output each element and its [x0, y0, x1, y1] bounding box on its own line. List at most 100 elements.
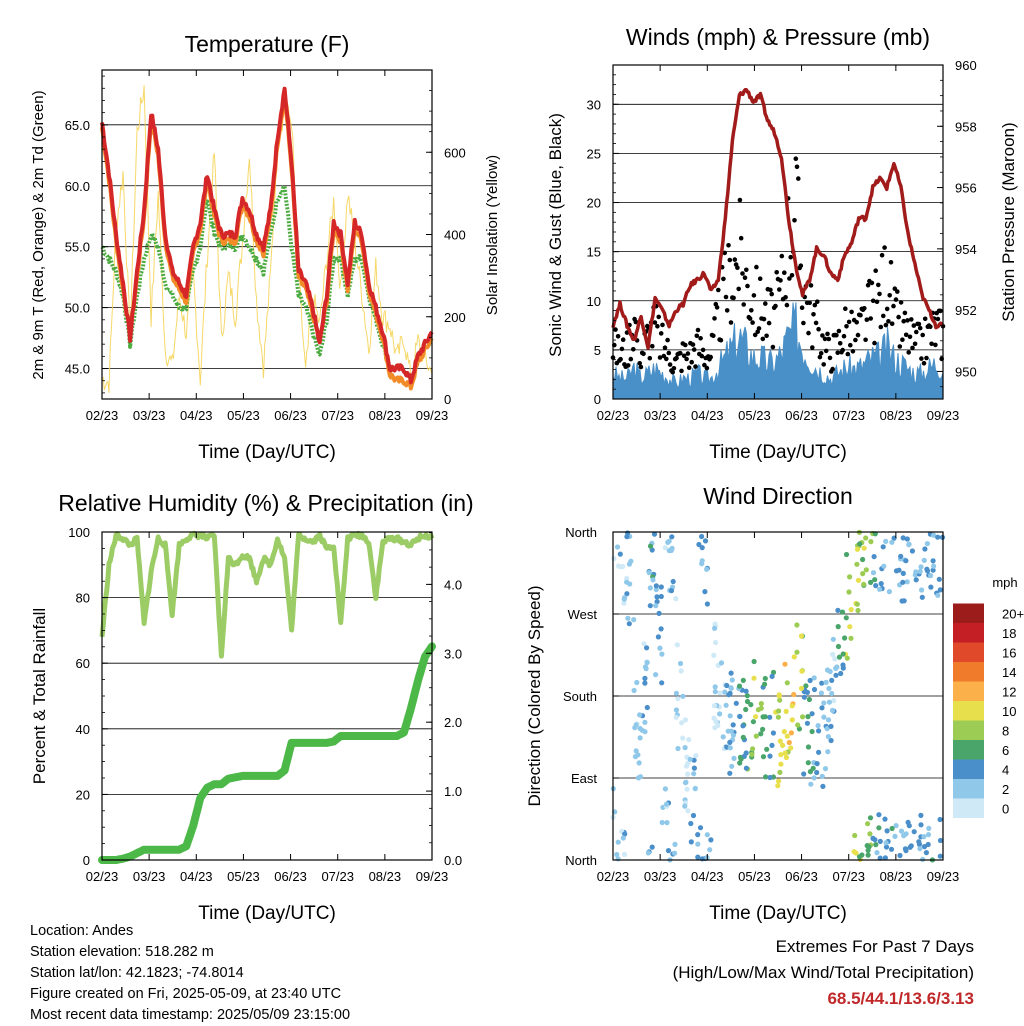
- gust-point: [836, 328, 842, 334]
- direction-point: [865, 821, 871, 827]
- gust-point: [896, 314, 901, 320]
- gust-point: [818, 351, 824, 356]
- direction-point: [906, 542, 912, 548]
- direction-point: [651, 531, 658, 537]
- gust-point: [844, 324, 849, 329]
- direction-point: [670, 578, 676, 585]
- direction-point: [892, 833, 898, 840]
- direction-point: [893, 823, 899, 829]
- x-tick-label: 05/23: [227, 869, 260, 884]
- gust-point: [910, 345, 915, 351]
- direction-point: [789, 717, 795, 723]
- direction-point: [794, 649, 800, 655]
- x-tick-label: 04/23: [691, 408, 724, 423]
- direction-point: [855, 607, 861, 614]
- direction-point: [877, 586, 883, 592]
- x-tick-label: 05/23: [738, 408, 771, 423]
- direction-point: [767, 774, 773, 781]
- direction-point: [615, 839, 621, 845]
- gust-point: [864, 317, 870, 323]
- gust-point: [801, 320, 806, 326]
- direction-point: [918, 822, 924, 828]
- gust-point: [916, 321, 922, 327]
- gust-point: [678, 350, 683, 356]
- gust-point: [888, 260, 894, 265]
- gust-point: [874, 299, 880, 305]
- gust-point: [631, 347, 636, 352]
- direction-point: [865, 852, 871, 858]
- direction-point: [776, 693, 782, 699]
- direction-point: [788, 730, 795, 736]
- colorbar-label: 16: [1002, 645, 1016, 660]
- direction-point: [729, 677, 735, 683]
- gust-point: [752, 332, 758, 338]
- gust-point: [868, 316, 873, 321]
- direction-point: [653, 583, 659, 589]
- direction-point: [804, 720, 811, 726]
- direction-point: [935, 534, 941, 540]
- gust-point: [757, 276, 763, 282]
- gust-point: [920, 332, 925, 338]
- colorbar-label: 10: [1002, 704, 1016, 719]
- gust-point: [766, 320, 772, 326]
- y2-tick-label: 952: [955, 303, 977, 318]
- direction-point: [898, 828, 905, 834]
- gust-point: [812, 302, 818, 308]
- gust-point: [641, 351, 646, 357]
- x-tick-label: 09/23: [927, 408, 960, 423]
- gust-point: [843, 306, 848, 312]
- gust-point: [773, 303, 778, 309]
- direction-point: [728, 670, 734, 676]
- direction-point: [881, 563, 887, 569]
- y-tick-label: 45.0: [65, 362, 90, 377]
- gust-point: [884, 306, 890, 312]
- gust-point: [929, 341, 934, 347]
- y2-tick-label: 4.0: [444, 577, 462, 592]
- y-tick-label: 0: [594, 392, 601, 407]
- direction-point: [669, 534, 675, 540]
- gust-point: [917, 325, 923, 331]
- y2-tick-label: 956: [955, 181, 977, 196]
- direction-point: [729, 763, 735, 769]
- direction-point: [662, 786, 669, 792]
- colorbar-label: 18: [1002, 626, 1016, 641]
- direction-point: [702, 538, 709, 544]
- gust-point: [854, 320, 859, 325]
- direction-point: [682, 803, 688, 809]
- gust-point: [830, 366, 835, 372]
- gust-point: [826, 336, 832, 342]
- temperature-ylabel-right: Solar Insolation (Yellow): [484, 155, 501, 315]
- gust-point: [855, 332, 861, 338]
- direction-point: [647, 543, 654, 549]
- extremes-title: Extremes For Past 7 Days: [775, 937, 974, 956]
- direction-point: [917, 846, 923, 852]
- created-text: Figure created on Fri, 2025-05-09, at 23…: [30, 986, 342, 1002]
- gust-point: [674, 355, 679, 361]
- direction-point: [686, 737, 692, 743]
- direction-point: [876, 812, 882, 818]
- direction-point: [733, 700, 739, 706]
- x-tick-label: 07/23: [321, 869, 354, 884]
- y-tick-label: 10: [587, 294, 601, 309]
- direction-point: [868, 579, 874, 586]
- temperature-panel: Temperature (F) 45.0 50.0 55.0 60.0 65.0 0 200…: [30, 31, 501, 463]
- direction-point: [855, 577, 862, 583]
- direction-point: [807, 677, 813, 684]
- direction-point: [727, 739, 733, 746]
- gust-point: [789, 273, 795, 278]
- direction-point: [658, 584, 664, 590]
- direction-point: [692, 786, 698, 792]
- gust-point: [898, 300, 904, 305]
- direction-point: [750, 719, 757, 725]
- direction-point: [743, 688, 749, 694]
- colorbar-title: mph: [992, 575, 1017, 590]
- direction-point: [796, 726, 803, 732]
- direction-point: [614, 851, 620, 858]
- direction-point: [644, 659, 650, 666]
- direction-point: [911, 829, 917, 835]
- direction-point: [760, 714, 766, 720]
- gust-point: [722, 250, 727, 256]
- gust-point: [735, 265, 740, 271]
- direction-point: [825, 717, 832, 723]
- direction-point: [937, 587, 943, 593]
